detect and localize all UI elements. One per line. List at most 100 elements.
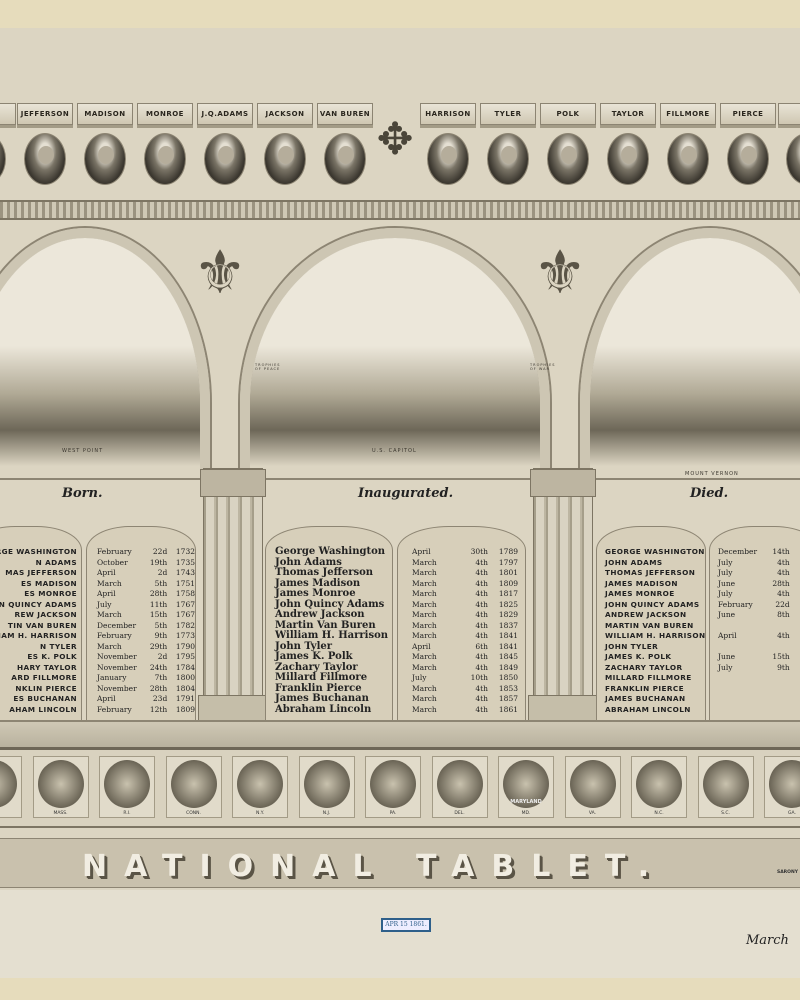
seal-emblem-icon [104, 760, 150, 808]
president-name: Millard Fillmore [275, 672, 368, 683]
date-row: March 4th 1837 [412, 621, 525, 632]
date-row: June 28th183 [718, 579, 800, 590]
date-row: March 4th 1841 [412, 631, 525, 642]
month: March [412, 704, 437, 714]
president-name: John Adams [275, 556, 342, 568]
day: 4th [475, 578, 488, 588]
portrait-icon [264, 133, 306, 185]
year: 1850 [498, 673, 518, 682]
day: 4th [475, 557, 488, 567]
arch-west-point [0, 228, 210, 478]
date-row: July 9th185 [718, 663, 800, 674]
date-row: April 6th 1841 [412, 642, 525, 653]
month: March [412, 631, 437, 640]
date-row: March 4th 1817 [412, 589, 525, 600]
day: 2d [157, 652, 168, 661]
portrait-icon [786, 133, 800, 185]
month: July [97, 599, 112, 609]
day: 15th [149, 610, 168, 619]
portrait-icon [84, 133, 126, 185]
arch-mount-vernon [580, 228, 800, 478]
seal-label: CONN. [186, 811, 201, 816]
seal-label: MD. [521, 811, 531, 816]
portrait-icon [547, 133, 589, 185]
month: November [97, 662, 137, 672]
date-row: February 22d 1732 [97, 547, 195, 558]
portrait-icon [144, 133, 186, 185]
date-row: June 8th184 [718, 610, 800, 621]
date-row [718, 694, 800, 705]
president-name: MAS JEFFERSON [5, 568, 77, 577]
date-row [718, 705, 800, 716]
day: 4th [777, 568, 790, 577]
seal-emblem-icon [436, 760, 483, 808]
president-name: FRANKLIN PIERCE [605, 683, 685, 693]
month: March [412, 662, 437, 672]
president-name: Martin Van Buren [275, 619, 376, 631]
eagle-trophy-icon: ⚜ [193, 238, 247, 308]
president-name: RGE WASHINGTON [0, 547, 77, 556]
day: 2d [157, 568, 168, 577]
portrait-icon [487, 133, 529, 185]
publisher-imprint: SARONY [776, 870, 798, 875]
president-name: William H. Harrison [275, 630, 389, 641]
month: March [97, 641, 122, 651]
president-name: Zachary Taylor [275, 661, 358, 673]
day: 5th [154, 620, 168, 630]
name-plaque: JEFFERSON [17, 103, 73, 125]
year: 1809 [498, 578, 518, 588]
day: 4th [475, 620, 488, 630]
caption-west-point: WEST POINT [62, 448, 104, 454]
year: 1735 [175, 557, 195, 567]
month: July [718, 662, 733, 672]
day [767, 642, 790, 653]
day: 10th [470, 673, 488, 682]
day: 4th [777, 557, 790, 567]
date-row: March 5th 1751 [97, 579, 195, 590]
print-sheet: JEFFERSON MADISON MONROE J.Q.ADAMS JACKSON VA… [0, 28, 800, 978]
handwritten-note: March [746, 933, 789, 948]
inaugurated-names-tablet: George Washington John Adams Thomas Jeffer… [265, 526, 393, 726]
president-name: JOHN QUINCY ADAMS [605, 599, 700, 609]
date-row: March 29th 1790 [97, 642, 195, 653]
seal-emblem-icon [769, 760, 800, 808]
month: April [412, 641, 431, 651]
inaugurated-dates-tablet: April 30th 1789 March 4th 1797 March 4th 1801 Mar… [397, 526, 526, 726]
month: January [97, 673, 127, 682]
president-name: James Monroe [275, 588, 356, 599]
name-plaque: TAYLOR [600, 103, 656, 125]
seal-label: VA. [588, 811, 597, 816]
state-seal: DEL. [431, 756, 488, 818]
month: June [718, 610, 736, 619]
year: 1804 [175, 683, 195, 693]
president-name: IAM H. HARRISON [0, 631, 77, 640]
state-seal: N.C. [631, 756, 687, 818]
date-row: March 4th 1829 [412, 610, 525, 621]
month: July [718, 589, 733, 598]
president-name: N QUINCY ADAMS [0, 599, 77, 609]
month: March [412, 694, 437, 703]
date-row: March 4th 1849 [412, 663, 525, 674]
day [767, 684, 790, 695]
month [718, 684, 767, 695]
seal-label: R.I. [123, 811, 131, 816]
national-tablet-print: JEFFERSON MADISON MONROE J.Q.ADAMS JACKSON VA… [0, 28, 800, 890]
president-name: ARD FILLMORE [11, 673, 77, 682]
year: 1743 [175, 568, 195, 577]
month: February [718, 599, 753, 609]
day: 4th [475, 568, 488, 577]
year: 184 [790, 610, 800, 621]
year: 1800 [175, 673, 195, 682]
day: 4th [475, 662, 488, 672]
date-row: March 4th 1845 [412, 652, 525, 663]
seal-emblem-icon [303, 760, 350, 808]
seal-label: PA. [389, 811, 397, 816]
year: 1758 [175, 589, 195, 598]
state-seal: VA. [564, 756, 621, 818]
date-row: November 2d 1795 [97, 652, 195, 663]
inaugurated-heading: Inaugurated. [358, 486, 454, 501]
president-name: Thomas Jefferson [275, 567, 374, 578]
day: 30th [470, 547, 488, 556]
month: March [412, 620, 437, 630]
president-name: MILLARD FILLMORE [605, 673, 692, 682]
